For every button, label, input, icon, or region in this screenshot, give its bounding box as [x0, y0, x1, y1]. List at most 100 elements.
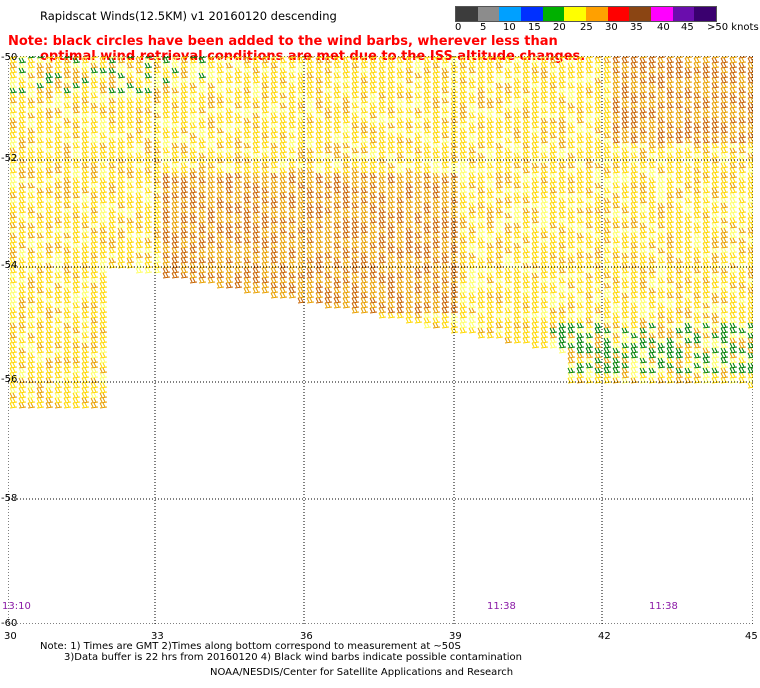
wind-barb: [324, 227, 333, 234]
wind-barb: [603, 292, 612, 299]
wind-barb: [657, 317, 666, 324]
wind-barb: [63, 247, 72, 254]
wind-barb: [531, 172, 540, 179]
wind-barb: [621, 132, 630, 139]
wind-barb: [252, 62, 261, 69]
wind-barb: [180, 97, 189, 104]
wind-barb: [486, 57, 495, 64]
wind-barb: [729, 217, 738, 224]
wind-barb: [234, 247, 243, 254]
wind-barb: [549, 182, 558, 189]
wind-barb: [630, 332, 639, 339]
wind-barb: [387, 297, 396, 304]
wind-barb: [747, 192, 753, 199]
wind-barb: [81, 187, 90, 194]
wind-barb: [207, 247, 216, 254]
wind-barb: [441, 57, 450, 64]
wind-barb: [207, 152, 216, 159]
wind-barb: [306, 197, 315, 204]
wind-barb: [531, 142, 540, 149]
wind-barb: [675, 152, 684, 159]
wind-barb: [585, 367, 594, 374]
wind-barb: [288, 167, 297, 174]
wind-barb: [558, 112, 567, 119]
wind-barb: [333, 132, 342, 139]
wind-barb: [522, 202, 531, 209]
wind-barb: [189, 167, 198, 174]
wind-barb: [504, 97, 513, 104]
wind-barb: [261, 57, 270, 64]
wind-barb: [324, 187, 333, 194]
wind-barb: [63, 167, 72, 174]
wind-barb: [279, 292, 288, 299]
wind-barb: [531, 192, 540, 199]
wind-barb: [504, 237, 513, 244]
wind-barb: [261, 77, 270, 84]
wind-barb: [576, 217, 585, 224]
wind-barb: [738, 162, 747, 169]
wind-barb: [45, 127, 54, 134]
wind-barb: [477, 302, 486, 309]
wind-barb: [396, 267, 405, 274]
wind-barb: [261, 97, 270, 104]
wind-barb: [603, 107, 612, 114]
wind-barb: [720, 67, 729, 74]
wind-barb: [684, 342, 693, 349]
wind-barb: [216, 87, 225, 94]
wind-barb: [540, 232, 549, 239]
wind-barb: [630, 152, 639, 159]
wind-barb: [567, 87, 576, 94]
wind-barb: [387, 252, 396, 259]
wind-barb: [297, 107, 306, 114]
wind-barb: [117, 147, 126, 154]
wind-barb: [63, 227, 72, 234]
wind-barb: [441, 262, 450, 269]
wind-barb: [576, 272, 585, 279]
wind-barb: [90, 92, 99, 99]
wind-barb: [36, 212, 45, 219]
wind-barb: [324, 207, 333, 214]
wind-barb: [234, 127, 243, 134]
wind-barb: [477, 207, 486, 214]
wind-barb: [162, 167, 171, 174]
wind-barb: [675, 142, 684, 149]
wind-barb: [342, 227, 351, 234]
wind-barb: [531, 127, 540, 134]
wind-barb: [324, 282, 333, 289]
wind-barb: [738, 337, 747, 344]
wind-barb: [198, 132, 207, 139]
wind-barb: [18, 177, 27, 184]
wind-barb: [585, 62, 594, 69]
wind-barb: [342, 112, 351, 119]
wind-barb: [495, 97, 504, 104]
wind-barb: [81, 57, 90, 64]
wind-barb: [558, 107, 567, 114]
wind-barb: [45, 72, 54, 79]
wind-barb: [540, 132, 549, 139]
wind-barb: [495, 302, 504, 309]
wind-barb: [72, 352, 81, 359]
wind-barb: [90, 372, 99, 379]
wind-barb: [171, 227, 180, 234]
wind-barb: [675, 107, 684, 114]
wind-barb: [9, 262, 18, 269]
wind-barb: [576, 277, 585, 284]
wind-barb: [441, 222, 450, 229]
wind-barb: [477, 257, 486, 264]
wind-barb: [315, 207, 324, 214]
wind-barb: [495, 217, 504, 224]
wind-barb: [72, 317, 81, 324]
wind-barb: [198, 207, 207, 214]
wind-barb: [378, 57, 387, 64]
wind-barb: [36, 317, 45, 324]
wind-barb: [540, 112, 549, 119]
wind-barb: [648, 107, 657, 114]
wind-barb: [117, 232, 126, 239]
wind-barb: [594, 82, 603, 89]
wind-barb: [36, 112, 45, 119]
wind-barb: [306, 57, 315, 64]
wind-barb: [522, 122, 531, 129]
wind-barb: [198, 57, 207, 64]
wind-barb: [216, 222, 225, 229]
wind-barb: [54, 147, 63, 154]
